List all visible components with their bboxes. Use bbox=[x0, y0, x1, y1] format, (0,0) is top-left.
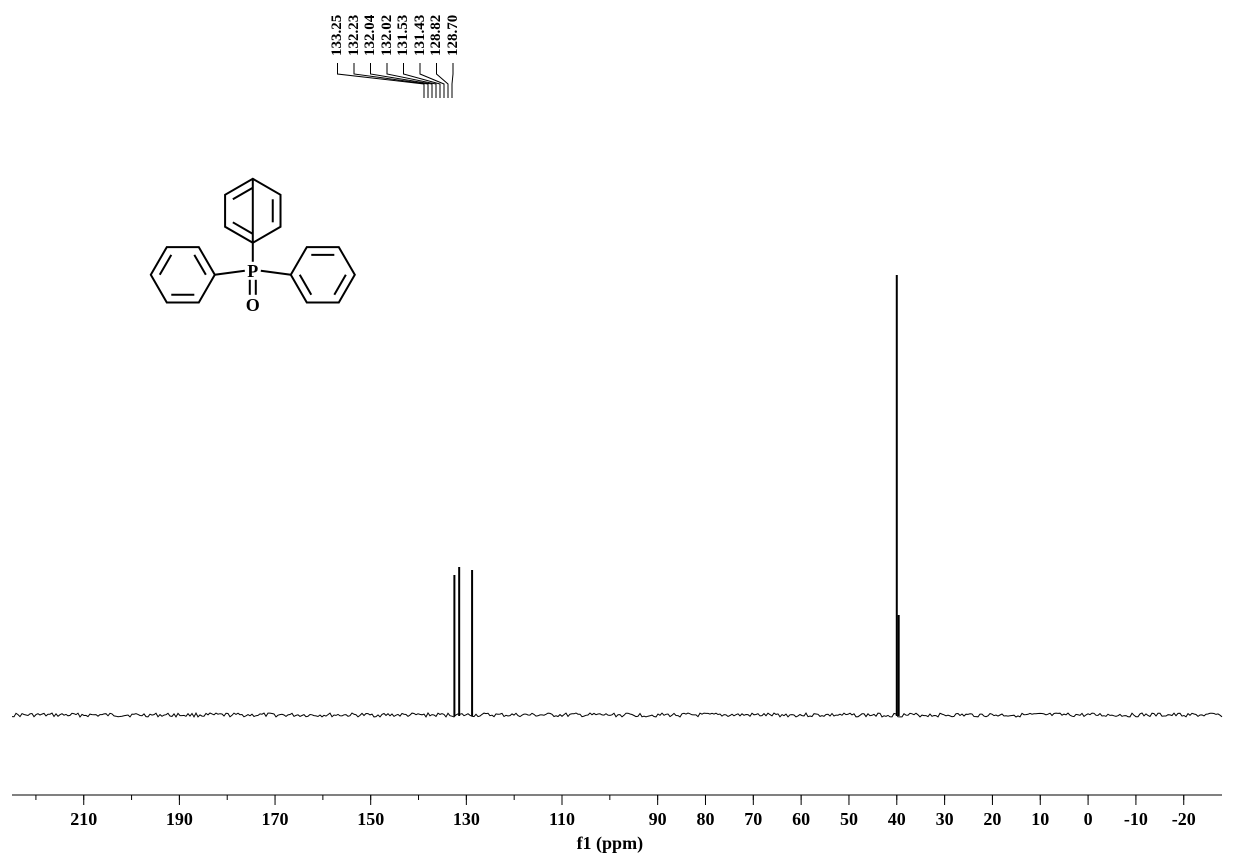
svg-text:20: 20 bbox=[983, 809, 1001, 829]
svg-text:110: 110 bbox=[549, 809, 575, 829]
svg-text:60: 60 bbox=[792, 809, 810, 829]
svg-text:150: 150 bbox=[357, 809, 384, 829]
x-axis: 210 190 170 150 130 110 90 80 70 60 50 40 30 20 10 0 -10… bbox=[0, 795, 1240, 867]
svg-text:50: 50 bbox=[840, 809, 858, 829]
nmr-spectrum-figure: 133.25132.23132.04132.02131.53131.43128.… bbox=[0, 0, 1240, 867]
svg-text:170: 170 bbox=[262, 809, 289, 829]
svg-text:90: 90 bbox=[649, 809, 667, 829]
svg-text:30: 30 bbox=[936, 809, 954, 829]
svg-text:-10: -10 bbox=[1124, 809, 1148, 829]
svg-text:10: 10 bbox=[1031, 809, 1049, 829]
axis-title: f1 (ppm) bbox=[550, 833, 670, 854]
spectrum-plot bbox=[0, 0, 1240, 867]
svg-text:70: 70 bbox=[744, 809, 762, 829]
svg-text:0: 0 bbox=[1084, 809, 1093, 829]
svg-text:80: 80 bbox=[696, 809, 714, 829]
svg-text:-20: -20 bbox=[1172, 809, 1196, 829]
svg-text:190: 190 bbox=[166, 809, 193, 829]
svg-text:40: 40 bbox=[888, 809, 906, 829]
svg-text:130: 130 bbox=[453, 809, 480, 829]
svg-text:210: 210 bbox=[70, 809, 97, 829]
